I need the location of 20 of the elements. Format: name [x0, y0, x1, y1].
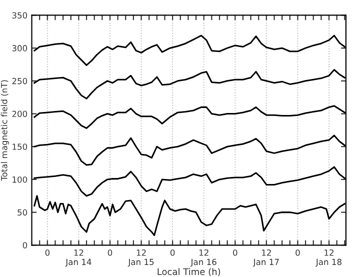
- y-tick-label: 350: [12, 12, 28, 19]
- x-tick-label: 0: [296, 249, 300, 256]
- y-axis-title: Total magnetic field (nT): [0, 80, 9, 181]
- y-tick-label: 300: [12, 45, 28, 52]
- x-tick-label: 12 Jan 14: [65, 249, 92, 267]
- y-tick-label: 200: [12, 110, 28, 118]
- x-tick-label: 12 Jan 16: [190, 249, 216, 267]
- y-tick-label: 50: [18, 209, 28, 216]
- x-axis-title: Local Time (h): [158, 268, 220, 276]
- x-tick-label: 12 Jan 15: [128, 249, 154, 267]
- x-tick-label: 0: [108, 249, 112, 256]
- y-tick-label: 150: [12, 144, 28, 150]
- x-tick-label: 12 Jan 17: [252, 249, 279, 267]
- y-tick-label: 100: [12, 176, 28, 183]
- x-tick-label: 0: [233, 249, 238, 256]
- x-tick-label: 0: [45, 249, 50, 256]
- x-tick-label: 0: [170, 249, 175, 256]
- y-tick-label: 250: [12, 78, 28, 84]
- y-tick-label: 0: [22, 242, 28, 248]
- x-tick-label: 12 Jan 18: [316, 249, 342, 267]
